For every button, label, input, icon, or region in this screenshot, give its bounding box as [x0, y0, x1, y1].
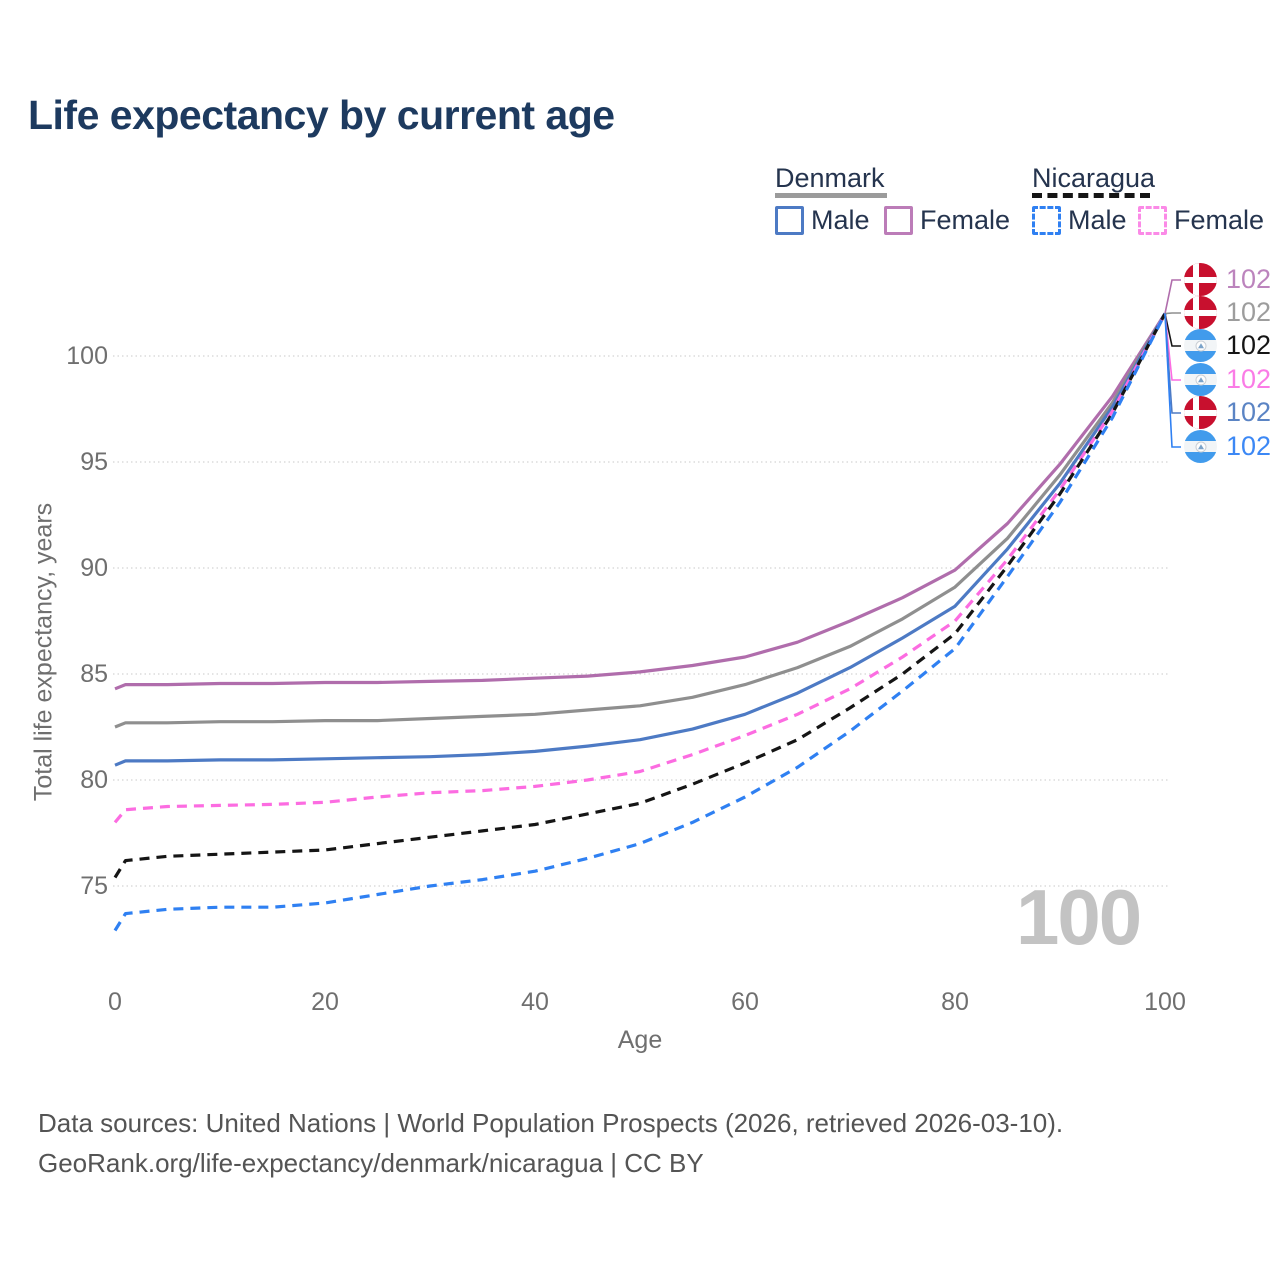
end-label-connector-denmark-female: [1164, 279, 1181, 314]
y-tick-75: 75: [80, 872, 108, 900]
series-line-nicaragua-male: [113, 312, 1167, 932]
age-counter-watermark: 100: [1016, 873, 1142, 961]
end-value: 102: [1226, 297, 1272, 327]
legend-item-label: Female: [920, 205, 1011, 235]
nicaragua-flag-icon: [1184, 329, 1217, 362]
legend-item-label: Female: [1174, 205, 1265, 235]
legend-item-label: Male: [1068, 205, 1127, 235]
denmark-female-swatch: [884, 206, 913, 235]
x-tick-100: 100: [1144, 988, 1186, 1016]
x-tick-40: 40: [521, 988, 549, 1016]
end-label-nicaragua-male: 102: [1184, 430, 1271, 463]
end-value: 102: [1226, 364, 1272, 394]
end-label-nicaragua-female: 102: [1184, 363, 1271, 396]
end-value: 102: [1226, 264, 1272, 294]
footer-attribution: GeoRank.org/life-expectancy/denmark/nica…: [38, 1148, 704, 1178]
y-tick-85: 85: [80, 660, 108, 688]
nicaragua-female-swatch: [1138, 206, 1167, 235]
x-axis-title: Age: [617, 1026, 663, 1054]
legend-item-nicaragua-female[interactable]: Female: [1138, 205, 1264, 236]
y-tick-80: 80: [80, 766, 108, 794]
x-tick-80: 80: [941, 988, 969, 1016]
nicaragua-line-style-sample: [1032, 193, 1150, 198]
series-line-denmark-male: [114, 312, 1167, 767]
x-tick-20: 20: [311, 988, 339, 1016]
denmark-male-swatch: [775, 206, 804, 235]
chart-title: Life expectancy by current age: [28, 92, 615, 138]
y-tick-90: 90: [80, 554, 108, 582]
end-value: 102: [1226, 397, 1272, 427]
denmark-line-style-sample: [775, 193, 887, 198]
series-line-denmark: [114, 312, 1167, 729]
end-label-connector-nicaragua: [1164, 313, 1181, 347]
legend-item-denmark-male[interactable]: Male: [775, 205, 870, 236]
end-label-connector-nicaragua-male: [1164, 313, 1181, 448]
nicaragua-flag-icon: [1184, 363, 1217, 396]
legend-item-nicaragua-male[interactable]: Male: [1032, 205, 1127, 236]
end-label-nicaragua: 102: [1184, 329, 1271, 362]
x-tick-0: 0: [108, 988, 122, 1016]
legend-item-label: Male: [811, 205, 870, 235]
nicaragua-male-swatch: [1032, 206, 1061, 235]
y-axis-title: Total life expectancy, years: [29, 502, 58, 802]
y-tick-100: 100: [66, 342, 108, 370]
legend-group-nicaragua[interactable]: Nicaragua: [1032, 163, 1155, 194]
series-line-nicaragua-female: [113, 312, 1167, 824]
series-line-denmark-female: [114, 312, 1167, 691]
y-tick-95: 95: [80, 448, 108, 476]
end-label-denmark-male: 102: [1184, 396, 1271, 429]
denmark-flag-icon: [1184, 396, 1217, 429]
end-label-connector-denmark: [1164, 312, 1181, 315]
footer-sources: Data sources: United Nations | World Pop…: [38, 1108, 1064, 1138]
series-line-nicaragua: [113, 312, 1167, 879]
end-label-denmark-female: 102: [1184, 263, 1271, 296]
nicaragua-flag-icon: [1184, 430, 1217, 463]
legend-group-denmark[interactable]: Denmark: [775, 163, 885, 194]
denmark-flag-icon: [1184, 263, 1217, 296]
x-tick-60: 60: [731, 988, 759, 1016]
legend-item-denmark-female[interactable]: Female: [884, 205, 1010, 236]
end-value: 102: [1226, 330, 1272, 360]
end-label-denmark: 102: [1184, 296, 1271, 329]
end-value: 102: [1226, 431, 1272, 461]
legend-group-nicaragua-label: Nicaragua: [1032, 163, 1156, 193]
denmark-flag-icon: [1184, 296, 1217, 329]
legend-group-denmark-label: Denmark: [775, 163, 885, 193]
